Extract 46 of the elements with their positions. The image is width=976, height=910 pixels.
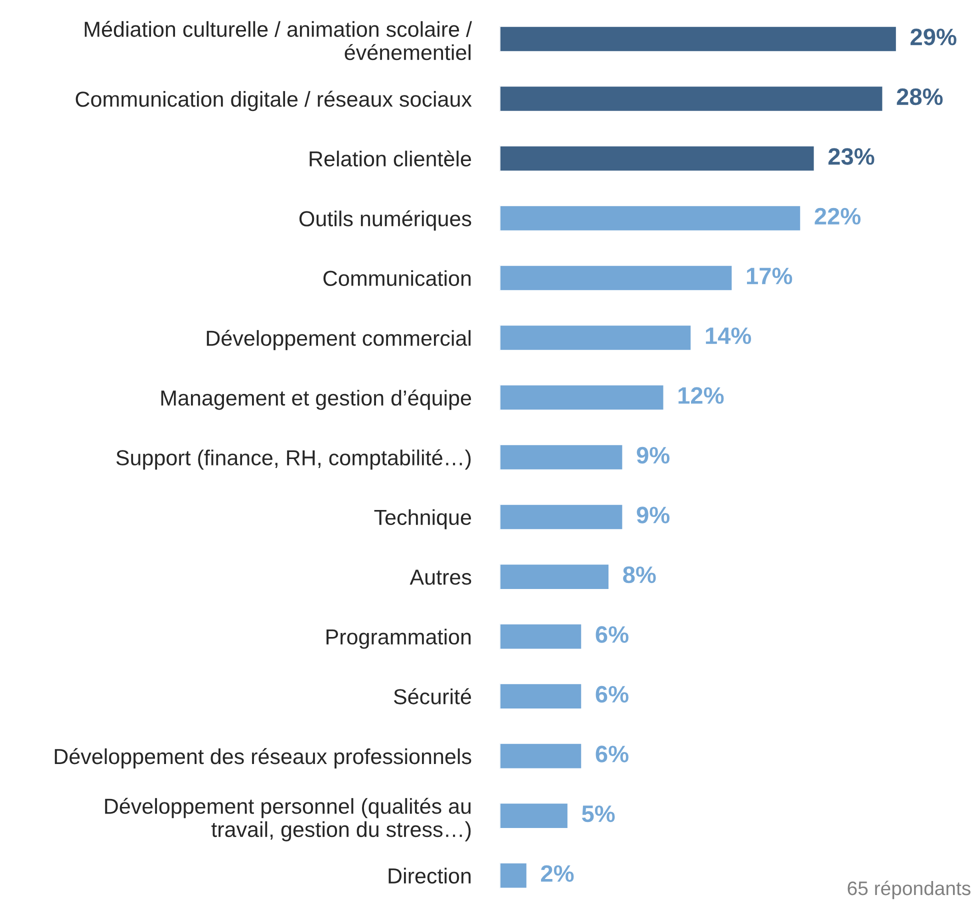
y-tick-label: Outils numériques [299,210,472,231]
data-label: 8% [623,566,656,584]
data-label: 28% [896,88,943,106]
data-label: 6% [596,626,628,643]
data-label: 9% [636,446,670,464]
y-tick-label: Communication [323,270,471,286]
data-label: 22% [814,208,861,225]
y-tick-label: Management et gestion d’équipe [161,390,472,410]
y-tick-label: Développement des réseaux professionnels [54,748,472,768]
bar [500,742,583,770]
bar [500,503,624,531]
bar [500,144,816,172]
data-label: 2% [541,865,574,882]
bar [500,324,692,352]
data-label: 6% [596,686,628,703]
bar [500,682,583,710]
bar [500,862,528,890]
data-label: 14% [706,327,752,344]
y-tick-label: Autres [410,570,472,585]
bar [500,802,569,830]
data-label: 6% [596,746,628,762]
y-tick-label: Développement commercial [206,330,471,350]
bar [500,384,665,412]
data-label: 29% [910,28,956,46]
y-tick-label: Sécurité [394,688,471,704]
bar [500,264,734,292]
annotation: 65 répondants [848,880,970,900]
y-tick-label: Relation clientèle [310,150,471,167]
data-label: 5% [582,805,615,822]
bar [500,623,583,650]
data-label: 17% [746,268,792,284]
y-tick-label: Médiation culturelle / animation scolaire / événementiel [84,20,472,60]
data-label: 9% [636,506,670,524]
data-label: 12% [678,387,724,404]
y-tick-label: Développement personnel (qualités au travail, gestion du stress…) [105,798,471,842]
y-tick-label: Technique [374,509,471,530]
y-tick-label: Direction [388,868,471,884]
bar [500,204,802,232]
bar [500,563,610,590]
y-tick-label: Support (finance, RH, comptabilité…) [116,449,471,470]
bar [500,25,898,53]
bar [500,444,624,471]
y-tick-label: Communication digitale / réseaux sociaux [76,90,472,112]
data-label: 23% [828,148,874,165]
y-tick-label: Programmation [326,628,471,649]
bar [500,85,884,112]
